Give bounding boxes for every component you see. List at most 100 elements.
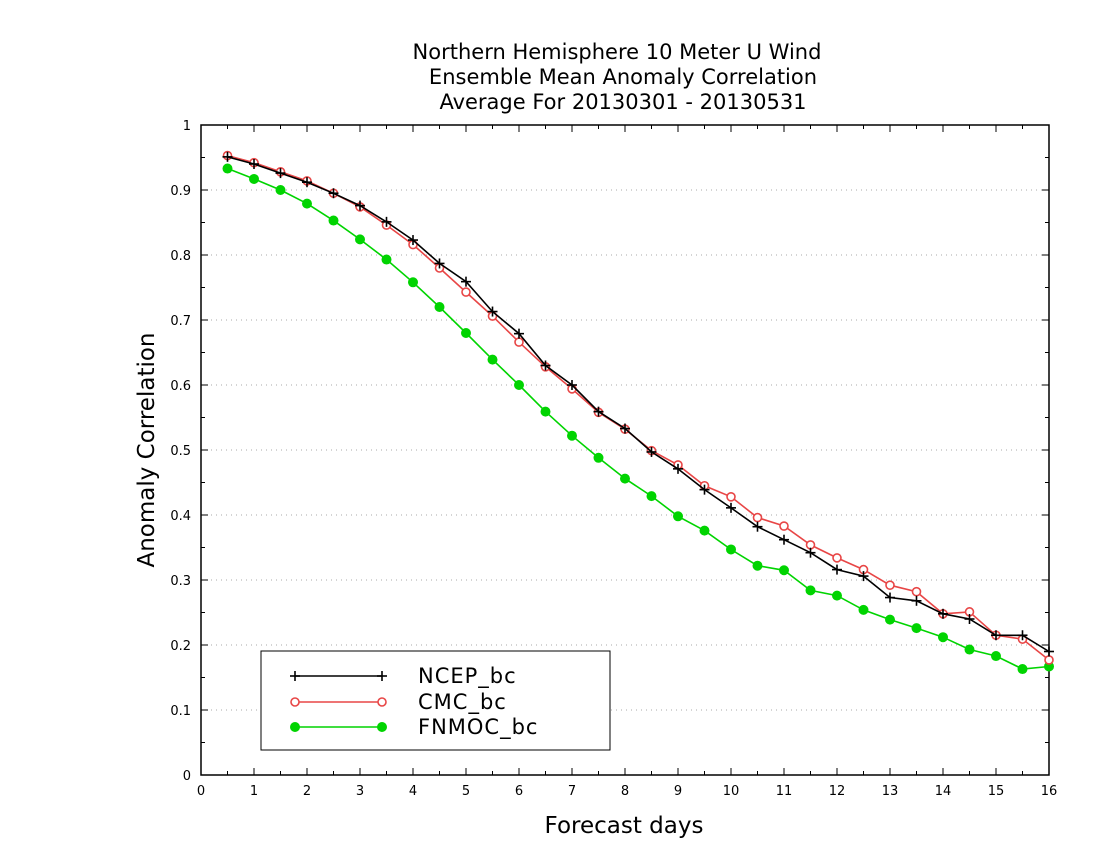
x-tick-label-5: 5: [462, 784, 470, 799]
data-point-ncep-bc: [726, 502, 736, 513]
data-point-ncep-bc: [249, 159, 259, 169]
data-point-ncep-bc: [699, 484, 710, 495]
data-point-ncep-bc: [1017, 630, 1028, 641]
data-point-fnmoc-bc: [487, 354, 498, 365]
series-line-fnmoc-bc: [227, 167, 1050, 670]
series-line-cmc-bc: [227, 154, 1050, 661]
data-point-ncep-bc: [991, 630, 1001, 641]
legend-marker-start: [290, 722, 300, 732]
y-axis-ticks: 0 0.1 0.2 0.3 0.4 0.5 0.6 0.7 0.8 0.9 1: [170, 119, 1049, 784]
legend-marker-start: [290, 671, 300, 681]
legend-marker-start: [290, 697, 300, 707]
x-tick-label-12: 12: [829, 784, 846, 799]
data-point-ncep-bc: [487, 306, 498, 317]
chart-title-line-2: Ensemble Mean Anomaly Correlation: [429, 65, 817, 89]
y-tick-label-0.9: 0.9: [170, 184, 191, 199]
data-point-ncep-bc: [381, 216, 392, 227]
data-point-ncep-bc: [620, 423, 630, 434]
data-point-ncep-bc: [885, 592, 895, 603]
x-tick-label-4: 4: [409, 784, 417, 799]
data-point-ncep-bc: [593, 406, 604, 417]
data-point-ncep-bc: [1044, 646, 1054, 657]
data-point-cmc-bc: [514, 337, 524, 347]
data-point-fnmoc-bc: [593, 452, 604, 463]
data-point-cmc-bc: [1044, 655, 1054, 665]
chart-title: Northern Hemisphere 10 Meter U Wind Ense…: [413, 40, 822, 114]
legend-item-ncep-bc: NCEP_bc: [290, 664, 516, 689]
data-point-fnmoc-bc: [964, 644, 975, 655]
data-point-fnmoc-bc: [275, 185, 286, 195]
legend-label-fnmoc-bc: FNMOC_bc: [418, 715, 538, 740]
y-tick-label-0: 0: [183, 769, 191, 784]
y-tick-label-0.6: 0.6: [170, 379, 191, 394]
data-point-fnmoc-bc: [885, 614, 895, 625]
x-tick-label-7: 7: [568, 784, 576, 799]
data-point-fnmoc-bc: [1017, 664, 1028, 675]
data-point-ncep-bc: [779, 534, 789, 545]
legend-item-cmc-bc: CMC_bc: [290, 690, 507, 715]
legend-marker-end: [377, 722, 387, 732]
data-point-fnmoc-bc: [461, 328, 471, 338]
data-point-fnmoc-bc: [434, 302, 445, 312]
data-point-fnmoc-bc: [222, 163, 233, 174]
data-point-fnmoc-bc: [249, 173, 259, 184]
x-tick-label-3: 3: [356, 784, 364, 799]
x-tick-label-9: 9: [674, 784, 682, 799]
y-axis-label: Anomaly Correlation: [134, 332, 160, 567]
x-tick-label-14: 14: [935, 784, 952, 799]
data-point-fnmoc-bc: [355, 234, 365, 245]
data-point-ncep-bc: [567, 380, 577, 390]
chart-title-line-3: Average For 20130301 - 20130531: [439, 90, 806, 114]
data-point-fnmoc-bc: [699, 525, 710, 536]
y-tick-label-0.8: 0.8: [170, 249, 191, 264]
data-point-ncep-bc: [858, 571, 869, 582]
y-tick-label-0.3: 0.3: [170, 574, 191, 589]
data-point-cmc-bc: [911, 586, 922, 597]
series-line-ncep-bc: [227, 156, 1050, 653]
x-tick-label-10: 10: [723, 784, 740, 799]
data-point-ncep-bc: [408, 235, 418, 246]
x-tick-label-1: 1: [250, 784, 258, 799]
data-point-fnmoc-bc: [752, 560, 763, 571]
data-point-ncep-bc: [328, 188, 339, 199]
data-point-ncep-bc: [434, 258, 445, 269]
data-point-ncep-bc: [302, 177, 312, 188]
data-point-fnmoc-bc: [991, 651, 1001, 662]
data-point-ncep-bc: [911, 595, 922, 606]
data-point-fnmoc-bc: [567, 430, 577, 441]
data-point-ncep-bc: [673, 463, 683, 474]
data-point-fnmoc-bc: [540, 406, 551, 417]
data-point-fnmoc-bc: [673, 511, 683, 522]
x-tick-label-13: 13: [882, 784, 899, 799]
data-point-fnmoc-bc: [832, 590, 842, 601]
gridlines: [201, 189, 1049, 711]
data-point-ncep-bc: [805, 547, 816, 558]
data-point-cmc-bc: [752, 512, 763, 523]
y-tick-label-1: 1: [183, 119, 191, 134]
y-tick-label-0.1: 0.1: [170, 704, 191, 719]
x-tick-label-8: 8: [621, 784, 629, 799]
data-point-ncep-bc: [964, 614, 975, 624]
data-point-fnmoc-bc: [328, 215, 339, 226]
data-point-cmc-bc: [832, 553, 842, 563]
data-point-ncep-bc: [461, 276, 471, 287]
x-tick-label-16: 16: [1041, 784, 1058, 799]
data-point-fnmoc-bc: [779, 565, 789, 576]
x-tick-label-2: 2: [303, 784, 311, 799]
series-ncep-bc: [222, 151, 1054, 657]
data-point-ncep-bc: [540, 360, 551, 371]
legend-label-cmc-bc: CMC_bc: [418, 690, 507, 715]
x-axis-ticks: 0 1 2 3 4 5 6 7 8 9 10 11 12 13 14 15 16: [197, 125, 1057, 799]
plot-series: [222, 150, 1054, 675]
data-point-cmc-bc: [461, 287, 471, 297]
data-point-fnmoc-bc: [302, 198, 312, 209]
legend-marker-end: [377, 697, 387, 707]
data-point-fnmoc-bc: [381, 254, 392, 265]
y-tick-label-0.7: 0.7: [170, 314, 191, 329]
data-point-cmc-bc: [779, 521, 789, 531]
data-point-fnmoc-bc: [805, 585, 816, 596]
legend-marker-end: [377, 671, 387, 681]
data-point-fnmoc-bc: [911, 623, 922, 634]
